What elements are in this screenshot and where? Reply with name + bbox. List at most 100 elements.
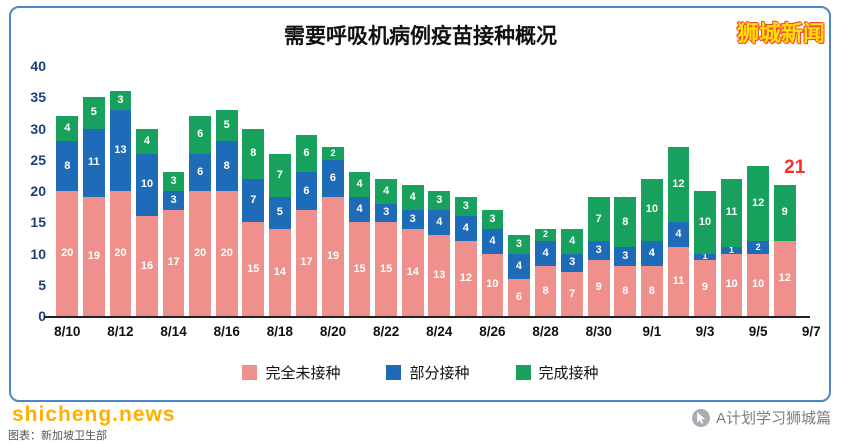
x-tick-label: 8/12 [107,324,134,339]
bar-segment: 19 [322,197,344,316]
x-tick-label: 8/14 [160,324,187,339]
bar-segment: 20 [109,191,132,316]
bar-segment: 1 [720,247,743,254]
y-tick-label: 0 [38,308,46,324]
bar-segment: 8 [614,266,637,316]
bar-segment: 17 [162,209,185,316]
bar-segment: 14 [401,228,424,316]
watermark-site-url: shicheng.news [12,403,176,426]
bar-segment: 12 [747,166,770,241]
bar-segment: 9 [587,259,610,316]
latest-total-annotation: 21 [784,156,806,178]
bar-segment: 8 [215,141,238,191]
bar-segment: 20 [189,191,212,316]
bar-segment: 8 [242,128,265,179]
bar-segment: 12 [454,241,477,316]
bar-segment: 3 [375,203,398,223]
bar-segment: 3 [401,209,424,229]
bar-segment: 10 [136,153,158,216]
bar-segment: 10 [694,191,716,254]
x-tick-label: 8/30 [585,324,612,339]
legend-swatch-partial-icon [386,365,402,380]
bar-segment: 7 [242,178,265,223]
bar-segment: 16 [136,216,158,316]
bar-segment: 15 [348,222,371,316]
bar-segment: 6 [295,172,318,210]
legend-item-partial: 部分接种 [386,362,470,383]
bar-segment: 9 [773,184,796,241]
bar-segment: 5 [268,197,291,229]
bar-segment: 5 [215,109,238,141]
bar-segment: 4 [640,241,663,266]
bar-segment: 11 [82,128,105,198]
watermark-site-name: 狮城新闻 [736,21,825,46]
y-tick-label: 25 [30,151,46,168]
stacked-bar-9/6: 12 9 [773,184,796,316]
x-axis-line [44,316,810,318]
y-tick-label: 10 [30,245,46,262]
bar-segment: 12 [667,147,690,223]
bar-segment: 15 [242,222,265,316]
bar-segment: 5 [82,97,105,129]
bar-segment: 20 [56,191,79,316]
bar-segment: 3 [587,241,610,260]
bar-segment: 8 [534,266,557,316]
chart-title: 需要呼吸机病例疫苗接种概况 [284,25,557,48]
channel-credit: A计划学习狮城篇 [691,407,831,428]
legend: 完全未接种 部分接种 完成接种 [0,362,841,383]
stacked-bar-8/15: 20 6 6 [189,116,212,316]
bar-segment: 3 [508,234,530,254]
bar-segment: 10 [640,178,663,241]
bar-segment: 11 [667,247,690,316]
y-tick-label: 35 [30,89,46,106]
mouse-cursor-icon [691,408,710,427]
plot-area: 20 8 4 19 11 5 20 13 3 16 10 4 17 3 3 20 6 6 20 8 5 15 7 8 14 5 7 1… [54,66,805,316]
legend-item-unvaccinated: 完全未接种 [242,362,340,383]
x-tick-label: 8/22 [373,324,400,339]
legend-item-full: 完成接种 [515,362,599,383]
bar-segment: 3 [561,253,584,273]
bar-segment: 2 [534,228,557,241]
bar-segment: 2 [322,147,344,160]
x-tick-label: 8/18 [266,324,293,339]
bar-segment: 3 [481,209,504,229]
bar-segment: 13 [428,234,451,316]
bar-segment: 7 [587,197,610,241]
stacked-bar-8/14: 17 3 3 [162,172,185,316]
bar-segment: 2 [747,241,770,254]
bar-segment: 4 [561,228,584,254]
bar-segment: 4 [375,178,398,204]
source-note: 图表：新加坡卫生部 [8,430,107,442]
stacked-bar-8/25: 12 4 3 [454,197,477,316]
y-tick-label: 30 [30,120,46,137]
stacked-bar-9/1: 8 4 10 [640,178,663,316]
stacked-bar-8/23: 14 3 4 [401,184,424,316]
x-tick-label: 9/1 [642,324,662,339]
bar-segment: 10 [720,253,743,316]
stacked-bar-8/12: 20 13 3 [109,91,132,316]
bar-segment: 6 [322,159,344,198]
stacked-bar-9/5: 10 2 12 [747,166,770,316]
bar-segment: 4 [136,128,158,154]
channel-credit-text: A计划学习狮城篇 [715,410,831,427]
stacked-bar-8/17: 15 7 8 [242,128,265,316]
y-tick-label: 15 [30,214,46,231]
bar-segment: 6 [189,153,212,191]
bar-segment: 15 [375,222,398,316]
legend-swatch-full-icon [515,365,531,380]
bar-segment: 4 [401,184,424,210]
stacked-bar-8/21: 15 4 4 [348,172,371,316]
bar-segment: 4 [428,209,451,235]
bar-segment: 3 [614,247,637,266]
bar-segment: 17 [295,209,318,316]
bar-segment: 12 [773,241,796,316]
bar-segment: 7 [268,153,291,198]
stacked-bar-8/22: 15 3 4 [375,178,398,316]
x-tick-label: 8/10 [54,324,81,339]
bar-segment: 4 [348,197,371,223]
